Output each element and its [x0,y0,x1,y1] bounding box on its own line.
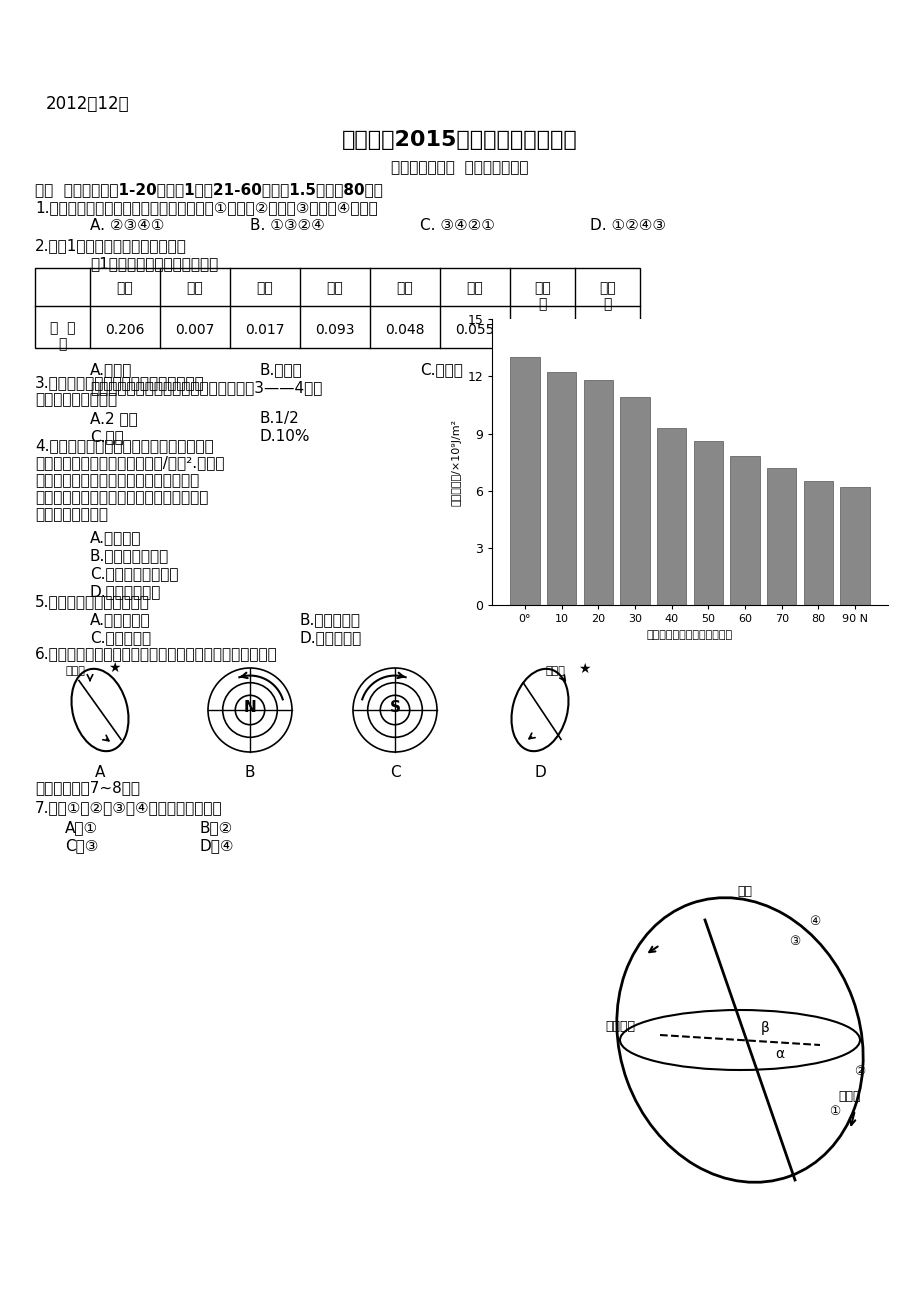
Text: 7.图中①、②、③、④代表黄赤交角的是: 7.图中①、②、③、④代表黄赤交角的是 [35,799,222,815]
Y-axis label: 年总辐射量/×10⁹J/m²: 年总辐射量/×10⁹J/m² [451,419,461,505]
Text: C: C [390,766,400,780]
Bar [803,482,833,605]
Text: 0.051: 0.051 [522,323,562,337]
Text: D．④: D．④ [199,838,234,853]
Text: 0.093: 0.093 [315,323,355,337]
Text: ③: ③ [789,935,800,948]
Text: B. ①③②④: B. ①③②④ [250,217,324,233]
Text: C.近圆性: C.近圆性 [420,362,462,378]
Text: C.相当: C.相当 [90,428,124,444]
Text: C．③: C．③ [65,838,98,853]
Text: 公转轨道: 公转轨道 [605,1019,634,1032]
Text: 地轴: 地轴 [737,885,752,898]
Text: 0.055: 0.055 [455,323,494,337]
Text: A.同向性: A.同向性 [90,362,132,378]
Text: β: β [760,1021,768,1035]
Text: 土星: 土星 [466,281,482,296]
Text: S: S [389,699,400,715]
Text: 水星: 水星 [117,281,133,296]
Text: ④: ④ [809,915,820,928]
Text: N: N [244,699,256,715]
Text: 南山中学2015级十二月考地理试题: 南山中学2015级十二月考地理试题 [342,130,577,150]
Text: 0.017: 0.017 [245,323,285,337]
Text: 2012年12月: 2012年12月 [46,95,130,113]
Text: 表1：八大行星绕日轨道偏心率: 表1：八大行星绕日轨道偏心率 [90,256,218,271]
Text: 一、  单项选择。（1-20题每题1分，21-60题每题1.5分，共80分）: 一、 单项选择。（1-20题每题1分，21-60题每题1.5分，共80分） [35,182,382,197]
Text: 3.到达大气上界的太阳辐射总量，赤道地
区大约是极地地区的: 3.到达大气上界的太阳辐射总量，赤道地 区大约是极地地区的 [35,375,205,408]
Text: 4.单位时间、单位面积上生物体的干物质的
重量，称为生物量，单位为千克/（米².年）。
一地生物量的大小与图中太阳辐射的分布
成正相关。据此可以推测，下列四种植: 4.单位时间、单位面积上生物体的干物质的 重量，称为生物量，单位为千克/（米².… [35,437,224,522]
Text: ★: ★ [108,661,120,676]
Text: 6.下列四幅图中的箭头表示地球自转方向，其标注正确的是: 6.下列四幅图中的箭头表示地球自转方向，其标注正确的是 [35,646,278,661]
Text: A.热带雨林: A.热带雨林 [90,530,142,546]
Text: D. ①②④③: D. ①②④③ [589,217,665,233]
Text: A．①: A．① [65,820,98,835]
Bar [693,441,722,605]
Text: α: α [775,1047,784,1061]
Text: D.地球生命性: D.地球生命性 [554,362,617,378]
Text: 0.007: 0.007 [176,323,214,337]
Text: 北极星: 北极星 [544,667,564,676]
Text: B．②: B．② [199,820,233,835]
Text: 读右图，回答7~8题。: 读右图，回答7~8题。 [35,780,140,796]
Text: 地球: 地球 [256,281,273,296]
Text: 木星: 木星 [396,281,413,296]
Text: 金星: 金星 [187,281,203,296]
Text: A.黑子和磁暴: A.黑子和磁暴 [90,612,151,628]
Text: 赤道面: 赤道面 [838,1090,860,1103]
Text: B: B [244,766,255,780]
Text: ①: ① [828,1105,840,1118]
Bar [35,268,640,348]
Text: B.温带落叶阔叶林: B.温带落叶阔叶林 [90,548,169,562]
Bar [546,372,575,605]
Text: B.共面性: B.共面性 [260,362,302,378]
Bar [510,357,539,605]
Text: 出题人：黄云长  审题人：万明军: 出题人：黄云长 审题人：万明军 [391,160,528,174]
Text: D: D [534,766,545,780]
Text: 偏  心
率: 偏 心 率 [50,322,75,352]
Text: 2.表格1数据说明行星绕日公转具有: 2.表格1数据说明行星绕日公转具有 [35,238,187,253]
Text: D.10%: D.10% [260,428,311,444]
Text: 北极星: 北极星 [65,667,85,676]
Text: 1.天体系统层次关系由高级到低级正确的是①总星系②银河系③地月系④太阳系: 1.天体系统层次关系由高级到低级正确的是①总星系②银河系③地月系④太阳系 [35,201,378,215]
Text: 海王
星: 海王 星 [598,281,615,311]
Text: 0.006: 0.006 [587,323,627,337]
Text: ②: ② [854,1065,865,1078]
Text: C.亚热带常绿阔叶林: C.亚热带常绿阔叶林 [90,566,178,581]
Bar [619,397,649,605]
Text: 0.206: 0.206 [105,323,144,337]
Text: 0.048: 0.048 [385,323,425,337]
Text: D.亚寒带针叶林: D.亚寒带针叶林 [90,585,161,599]
Text: 5.太阳活动最重要的标志是: 5.太阳活动最重要的标志是 [35,594,150,609]
Bar [840,487,868,605]
Text: C.磁暴和极光: C.磁暴和极光 [90,630,151,644]
Bar [766,467,796,605]
Text: ★: ★ [577,661,590,676]
Text: 天王
星: 天王 星 [534,281,550,311]
Bar [730,457,759,605]
Text: B.耀斑和极光: B.耀斑和极光 [300,612,360,628]
Text: B.1/2: B.1/2 [260,411,300,426]
Text: C. ③④②①: C. ③④②① [420,217,494,233]
Text: D.耀斑和黑子: D.耀斑和黑子 [300,630,362,644]
Text: A.2 倍多: A.2 倍多 [90,411,138,426]
Text: A. ②③④①: A. ②③④① [90,217,165,233]
X-axis label: 北半球大气上界太阳辐射的分: 北半球大气上界太阳辐射的分 [646,630,732,641]
Text: A: A [95,766,105,780]
Bar [583,380,612,605]
Text: 火星: 火星 [326,281,343,296]
Bar [656,428,686,605]
Text: 读北半球大气上界太阳辐射分布图，回答3——4题。: 读北半球大气上界太阳辐射分布图，回答3——4题。 [90,380,322,395]
